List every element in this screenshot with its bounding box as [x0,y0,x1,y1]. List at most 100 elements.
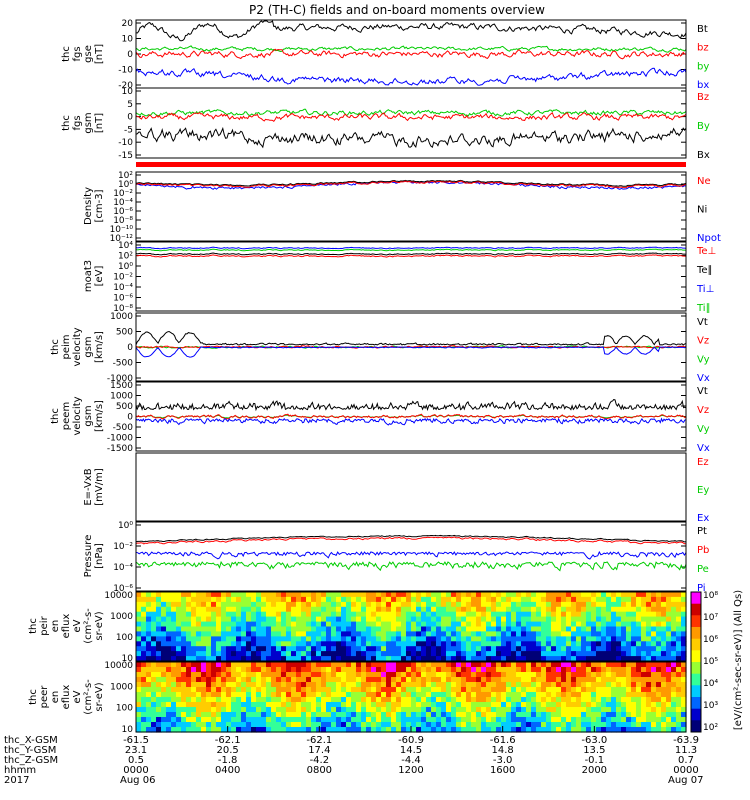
peir-eflux-cell [561,616,567,623]
year-label: 2017 [4,775,29,786]
peer-eflux-cell [616,722,622,728]
peir-eflux-cell [326,636,332,642]
peir-eflux-cell [571,621,577,628]
peir-eflux-cell [561,646,567,652]
peir-eflux-cell [276,636,282,642]
peir-eflux-cell [421,621,427,628]
peir-eflux-cell [586,596,592,603]
peir-eflux-cell [411,631,417,637]
peer-eflux-cell [566,677,572,683]
peir-eflux-cell [166,636,172,642]
peer-eflux-cell [501,682,507,688]
peir-eflux-cell [666,592,672,598]
peer-eflux-cell [381,727,387,733]
peir-eflux-cell [136,621,142,628]
peer-eflux-cell [171,722,177,728]
peer-eflux-cell [441,692,447,698]
peer-eflux-cell [316,697,322,703]
peer-eflux-cell [431,672,437,678]
peir-eflux-cell [656,592,662,598]
peer-eflux-cell [306,692,312,698]
peir-eflux-cell [301,621,307,628]
peer-eflux-cell [336,717,342,723]
peer-eflux-cell [161,692,167,698]
peer-eflux-cell [216,682,222,688]
peir-eflux-cell [181,611,187,618]
peer-eflux-cell [386,662,392,668]
peer-eflux-cell [396,692,402,698]
peir-eflux-cell [661,626,667,632]
peir-eflux-cell [206,621,212,628]
peir-eflux-cell [276,656,282,662]
peir-eflux-cell [316,611,322,618]
peir-eflux-cell [216,631,222,637]
peir-eflux-cell [476,641,482,647]
peer-eflux-cell [236,667,242,673]
peer-eflux-cell [456,677,462,683]
peir-eflux-cell [316,631,322,637]
peer-eflux-cell [236,722,242,728]
time-tick-label: 0000 [123,765,148,776]
peir-eflux-ylabel: peir [39,615,50,635]
peer-eflux-cell [256,712,262,718]
peer-eflux-cell [146,702,152,708]
peer-eflux-cell [376,727,382,733]
peir-eflux-cell [571,626,577,632]
peer-eflux-cell [176,672,182,678]
peer-eflux-cell [506,702,512,708]
peir-eflux-cell [681,641,687,647]
peir-eflux-cell [136,641,142,647]
peer-eflux-cell [156,682,162,688]
peir-eflux-cell [241,631,247,637]
peer-eflux-cell [616,707,622,713]
peer-eflux-cell [566,687,572,693]
peer-eflux-cell [676,667,682,673]
peer-eflux-cell [146,717,152,723]
peir-eflux-cell [456,616,462,623]
peer-eflux-cell [231,667,237,673]
peer-eflux-cell [216,677,222,683]
density-ytick-label: 10⁻⁴ [113,198,133,208]
peir-eflux-cell [401,646,407,652]
peer-eflux-cell [226,727,232,733]
peer-eflux-cell [166,697,172,703]
peir-eflux-cell [541,656,547,662]
peir-eflux-cell [526,641,532,647]
peer-eflux-cell [141,687,147,693]
peir-eflux-cell [506,636,512,642]
peer-eflux-cell [531,682,537,688]
peer-eflux-cell [341,697,347,703]
peir-eflux-cell [646,601,652,608]
peer-eflux-cell [411,667,417,673]
peer-eflux-cell [451,672,457,678]
peir-eflux-cell [581,611,587,618]
peir-eflux-cell [171,606,177,613]
peir-eflux-cell [221,606,227,613]
peir-eflux-cell [156,656,162,662]
peir-eflux-cell [636,651,642,657]
peir-eflux-cell [296,656,302,662]
peer-eflux-cell [366,727,372,733]
peer-eflux-cell [401,717,407,723]
peir-eflux-cell [251,651,257,657]
peir-eflux-cell [636,616,642,623]
peer-eflux-cell [271,667,277,673]
peer-eflux-cell [351,707,357,713]
peer-eflux-cell [666,667,672,673]
peer-eflux-cell [416,662,422,668]
peir-eflux-cell [231,601,237,608]
peir-eflux-cell [211,611,217,618]
peir-eflux-cell [496,646,502,652]
peer-eflux-cell [406,687,412,693]
peer-eflux-cell [251,682,257,688]
peir-eflux-cell [296,592,302,598]
peer-eflux-cell [266,662,272,668]
peir-eflux-cell [256,626,262,632]
peer-eflux-cell [516,697,522,703]
peer-eflux-cell [201,712,207,718]
peir-eflux-cell [161,596,167,603]
peer-eflux-cell [666,697,672,703]
peir-eflux-cell [491,651,497,657]
peer-eflux-cell [176,662,182,668]
peir-eflux-cell [331,631,337,637]
